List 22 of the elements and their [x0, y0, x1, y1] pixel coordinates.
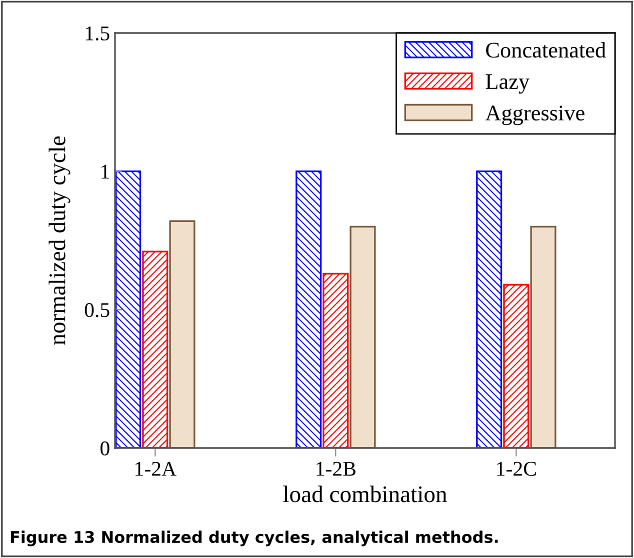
- legend-label: Concatenated: [486, 42, 606, 58]
- bar: [169, 220, 196, 448]
- x-tick-label: 1-2C: [497, 462, 536, 476]
- bar: [322, 272, 349, 448]
- y-tick-label: 0: [100, 441, 110, 456]
- y-tick-label: 1: [102, 164, 109, 179]
- legend-label: Aggressive: [485, 106, 584, 126]
- legend-label: Lazy: [486, 74, 530, 94]
- bar: [530, 226, 556, 448]
- bar: [115, 170, 142, 448]
- bar: [503, 284, 530, 448]
- x-tick-label: 1-2A: [136, 462, 176, 476]
- x-tick-label: 1-2B: [316, 462, 356, 476]
- bar: [350, 226, 376, 448]
- bar: [142, 250, 168, 448]
- y-axis-title: normalized duty cycle: [48, 136, 70, 345]
- caption: Figure 13 Normalized duty cycles, analytical methods.: [10, 530, 498, 546]
- x-axis-title: load combination: [283, 486, 447, 502]
- y-tick-label: 0.5: [84, 303, 110, 318]
- bar: [476, 170, 502, 448]
- y-tick-label: 1.5: [86, 26, 110, 41]
- bar: [296, 170, 322, 448]
